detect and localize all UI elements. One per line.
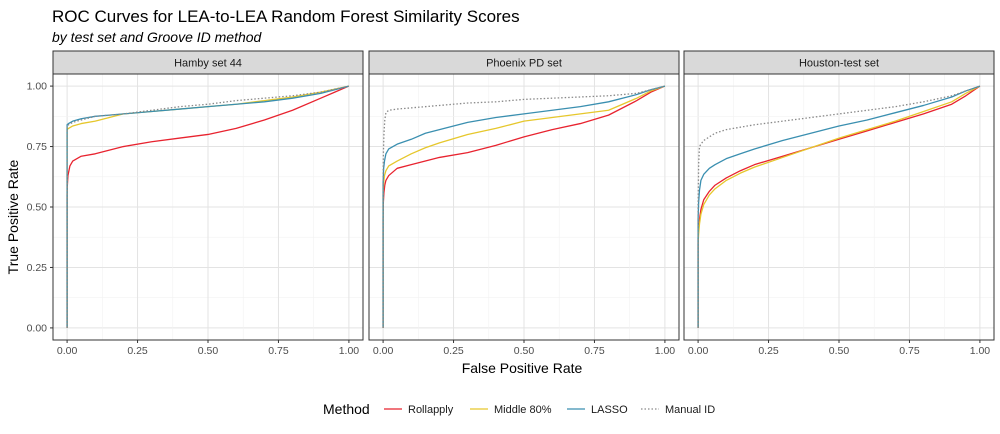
x-tick-label: 1.00 [970,345,991,357]
series-line-lasso [382,85,666,328]
legend-label: Middle 80% [494,404,552,416]
x-tick-label: 0.00 [57,345,78,357]
legend-label: LASSO [591,404,628,416]
y-axis-title: True Positive Rate [5,159,21,274]
x-tick-label: 0.00 [688,345,709,357]
panel-0: Hamby set 44 0.00 0.25 0.50 0.75 1.00 0.00 0.25… [27,50,364,357]
series-line-manual-id [697,85,981,328]
series-line-rollapply [382,85,666,328]
series-line-manual-id [66,85,350,328]
series-line-rollapply [66,85,350,328]
series-line-lasso [697,85,981,328]
x-tick-label: 1.00 [655,345,676,357]
facet-strip-label: Phoenix PD set [486,58,562,70]
series-line-middle-80- [697,85,981,328]
x-tick-label: 0.50 [829,345,850,357]
legend: Method Rollapply Middle 80% LASSO Manual ID [323,401,715,417]
grid [684,74,994,340]
chart-title: ROC Curves for LEA-to-LEA Random Forest … [52,7,520,26]
panel-1: Phoenix PD set 0.00 0.25 0.50 0.75 1.00 [368,50,680,357]
legend-label: Rollapply [408,404,454,416]
y-tick-label: 0.50 [27,202,48,214]
series-line-rollapply [697,85,981,328]
facet-strip-label: Houston-test set [799,58,879,70]
panel-2: Houston-test set 0.00 0.25 0.50 0.75 1.00 [683,50,995,357]
x-tick-label: 0.00 [373,345,394,357]
facet-panels: Hamby set 44 0.00 0.25 0.50 0.75 1.00 0.00 0.25… [27,50,995,357]
x-tick-label: 0.25 [758,345,779,357]
y-tick-label: 0.00 [27,322,48,334]
x-tick-label: 0.25 [443,345,464,357]
x-tick-label: 0.75 [584,345,605,357]
y-tick-label: 0.75 [27,141,48,153]
x-tick-label: 0.25 [127,345,148,357]
facet-strip-label: Hamby set 44 [174,58,242,70]
grid [53,74,363,340]
x-axis-title: False Positive Rate [462,360,583,376]
series-line-manual-id [382,85,666,328]
x-tick-label: 1.00 [339,345,360,357]
x-tick-label: 0.75 [268,345,289,357]
legend-title: Method [323,401,370,417]
legend-label: Manual ID [665,404,715,416]
chart-subtitle: by test set and Groove ID method [52,29,263,45]
y-tick-label: 1.00 [27,81,48,93]
y-tick-label: 0.25 [27,262,48,274]
x-tick-label: 0.75 [899,345,920,357]
x-tick-label: 0.50 [514,345,535,357]
x-tick-label: 0.50 [198,345,219,357]
series-line-middle-80- [382,85,666,328]
